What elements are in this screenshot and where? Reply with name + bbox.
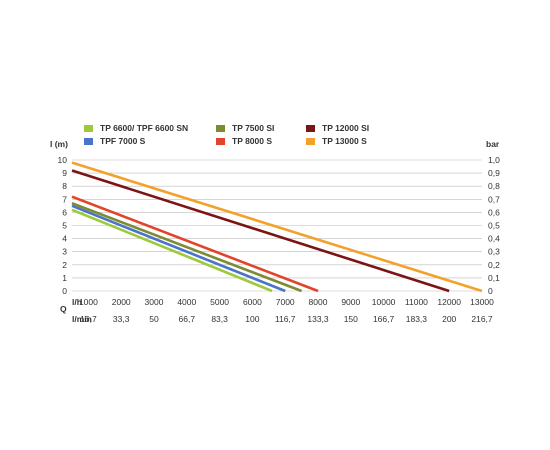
legend-swatch bbox=[306, 125, 315, 132]
x-tick-label: 7000 bbox=[276, 297, 295, 307]
legend-swatch bbox=[216, 125, 225, 132]
y-left-axis-label: l (m) bbox=[50, 139, 68, 149]
legend: TP 6600/ TPF 6600 SN TPF 7000 S TP 7500 SI… bbox=[84, 123, 369, 146]
y-right-tick-label: 1,0 bbox=[488, 155, 500, 165]
y-left-tick-label: 1 bbox=[62, 273, 67, 283]
x-tick-label: 3000 bbox=[145, 297, 164, 307]
legend-swatch bbox=[306, 138, 315, 145]
x2-tick-label: 150 bbox=[344, 314, 358, 324]
legend-label: TP 13000 S bbox=[322, 136, 367, 146]
y-right-tick-label: 0,6 bbox=[488, 207, 500, 217]
y-right-axis-label: bar bbox=[486, 139, 500, 149]
y-left-tick-label: 8 bbox=[62, 181, 67, 191]
series-line bbox=[71, 161, 483, 293]
series-line bbox=[71, 204, 286, 293]
x2-tick-label: 216,7 bbox=[471, 314, 493, 324]
legend-label: TP 6600/ TPF 6600 SN bbox=[100, 123, 188, 133]
series-lines bbox=[71, 161, 483, 293]
x2-tick-label: 16,7 bbox=[80, 314, 97, 324]
x-tick-label: 1000 bbox=[79, 297, 98, 307]
legend-label: TPF 7000 S bbox=[100, 136, 146, 146]
legend-label: TP 7500 SI bbox=[232, 123, 274, 133]
x2-unit-label: l/min bbox=[72, 314, 92, 324]
y-right-tick-label: 0 bbox=[488, 286, 493, 296]
legend-swatch bbox=[84, 138, 93, 145]
x-tick-label: 5000 bbox=[210, 297, 229, 307]
q-axis-label: Q bbox=[60, 304, 67, 314]
y-left-tick-label: 4 bbox=[62, 234, 67, 244]
y-left-tick-label: 2 bbox=[62, 260, 67, 270]
y-left-tick-label: 0 bbox=[62, 286, 67, 296]
x-tick-label: 10000 bbox=[372, 297, 396, 307]
y-left-tick-label: 10 bbox=[58, 155, 68, 165]
y-right-tick-label: 0,1 bbox=[488, 273, 500, 283]
x2-tick-label: 133,3 bbox=[307, 314, 329, 324]
x2-tick-label: 166,7 bbox=[373, 314, 395, 324]
x2-tick-label: 33,3 bbox=[113, 314, 130, 324]
legend-label: TP 8000 S bbox=[232, 136, 272, 146]
tick-labels: 0 0 1 0,1 2 0,2 3 0,3 4 0,4 5 0,5 6 0,6 7 0,7 8 0,8 9 0,9 10… bbox=[58, 155, 501, 324]
x2-tick-label: 50 bbox=[149, 314, 159, 324]
y-left-tick-label: 5 bbox=[62, 221, 67, 231]
x-tick-label: 4000 bbox=[177, 297, 196, 307]
y-right-tick-label: 0,5 bbox=[488, 221, 500, 231]
x2-tick-label: 83,3 bbox=[211, 314, 228, 324]
legend-swatch bbox=[216, 138, 225, 145]
y-right-tick-label: 0,9 bbox=[488, 168, 500, 178]
y-right-tick-label: 0,4 bbox=[488, 234, 500, 244]
series-line bbox=[71, 195, 319, 293]
y-right-tick-label: 0,7 bbox=[488, 194, 500, 204]
x-tick-label: 12000 bbox=[437, 297, 461, 307]
series-line bbox=[71, 202, 303, 293]
x2-tick-label: 116,7 bbox=[275, 314, 296, 324]
y-left-tick-label: 3 bbox=[62, 247, 67, 257]
x2-tick-label: 100 bbox=[245, 314, 259, 324]
legend-swatch bbox=[84, 125, 93, 132]
x-unit-label: l/h bbox=[72, 297, 82, 307]
y-right-tick-label: 0,8 bbox=[488, 181, 500, 191]
x-tick-label: 13000 bbox=[470, 297, 494, 307]
y-left-tick-label: 9 bbox=[62, 168, 67, 178]
series-line bbox=[71, 169, 450, 293]
x-tick-label: 9000 bbox=[341, 297, 360, 307]
x2-tick-label: 200 bbox=[442, 314, 456, 324]
x-tick-label: 2000 bbox=[112, 297, 131, 307]
x-tick-label: 6000 bbox=[243, 297, 262, 307]
x-tick-label: 11000 bbox=[405, 297, 428, 307]
y-right-tick-label: 0,2 bbox=[488, 260, 500, 270]
legend-label: TP 12000 SI bbox=[322, 123, 369, 133]
series-line bbox=[71, 208, 273, 293]
y-left-tick-label: 7 bbox=[62, 194, 67, 204]
x2-tick-label: 66,7 bbox=[179, 314, 196, 324]
x2-tick-label: 183,3 bbox=[406, 314, 428, 324]
y-left-tick-label: 6 bbox=[62, 207, 67, 217]
x-tick-label: 8000 bbox=[309, 297, 328, 307]
y-right-tick-label: 0,3 bbox=[488, 247, 500, 257]
